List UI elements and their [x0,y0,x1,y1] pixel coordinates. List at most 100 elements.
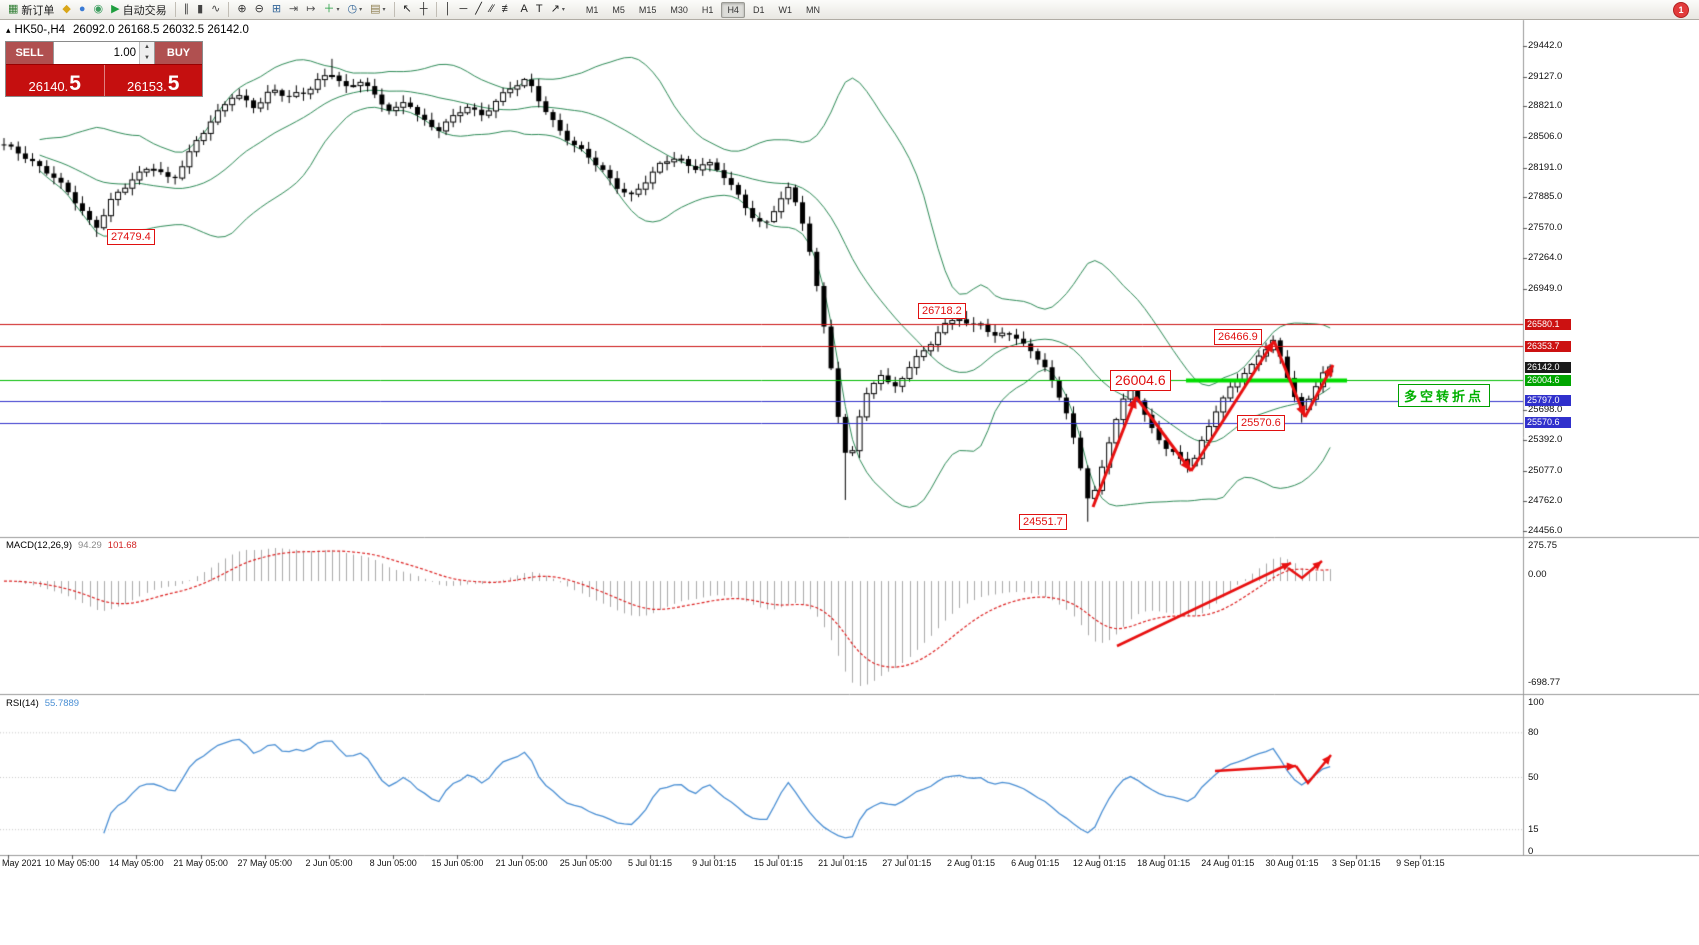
data-window-icon[interactable]: ● [76,1,89,18]
autotrading-button-glyph: ▶ [111,3,120,15]
sell-button[interactable]: SELL [6,42,53,64]
price-annotation[interactable]: 26466.9 [1214,329,1262,345]
crosshair-tool[interactable]: ┼ [417,1,431,18]
turning-point-label[interactable]: 多空转折点 [1398,384,1491,407]
text-label-tool[interactable]: T [533,1,546,18]
time-axis-label: 2 Aug 01:15 [946,858,996,868]
periods-menu-glyph: ◷ [347,3,358,15]
timeframe-h4[interactable]: H4 [721,1,745,18]
price-annotation[interactable]: 26004.6 [1110,370,1171,391]
macd-indicator-label: MACD(12,26,9) 94.29 101.68 [6,540,137,551]
time-axis-label: 25 Jun 05:00 [559,858,612,868]
macd-scale-label: 0.00 [1528,569,1547,580]
fibonacci-tool-glyph: ≢ [501,3,513,15]
price-annotation[interactable]: 26718.2 [918,303,966,319]
rsi-value: 55.7889 [44,698,80,709]
arrows-tool-glyph: ↗ [550,3,560,15]
time-axis-label: 15 Jun 05:00 [431,858,484,868]
chart-shift-icon[interactable]: ↦ [303,1,318,18]
time-axis-label: 6 Aug 01:15 [1011,858,1060,868]
crosshair-tool-glyph: ┼ [419,3,428,15]
price-annotation[interactable]: 25570.6 [1237,415,1285,431]
templates-menu-dropdown-icon: ▾ [382,7,386,13]
sell-price[interactable]: 26140. 5 [6,65,104,96]
volume-up-button[interactable]: ▲ [140,42,154,53]
price-scale-tick: 25698.0 [1528,404,1563,416]
time-axis-label: 14 May 05:00 [109,858,164,868]
buy-button[interactable]: BUY [155,42,202,64]
new-order-button[interactable]: ▦ 新订单 [5,1,57,18]
price-scale-tick: 27885.0 [1528,191,1563,203]
vertical-line-tool[interactable]: │ [442,1,455,18]
volume-control: ▲ ▼ [53,42,155,64]
timeframe-m15[interactable]: M15 [638,4,657,15]
trendline-tool[interactable]: ╱ [472,1,485,18]
zoom-in-icon-glyph: ⊕ [237,3,247,15]
navigator-icon[interactable]: ◉ [91,1,107,18]
time-axis-label: 30 Aug 01:15 [1265,858,1319,868]
timeframe-h1[interactable]: H1 [701,4,714,15]
candlestick-chart-icon[interactable]: ▮ [194,1,206,18]
price-scale-tick: 24762.0 [1528,495,1563,507]
cursor-tool[interactable]: ↖ [400,1,415,18]
rsi-scale-label: 100 [1528,697,1544,708]
chart-window-icon: ▴ [6,25,11,35]
time-axis-label: 5 Jul 01:15 [627,858,673,868]
price-scale-tick: 29442.0 [1528,40,1563,51]
volume-down-button[interactable]: ▼ [140,53,154,64]
autotrading-button[interactable]: ▶ 自动交易 [108,1,169,18]
channel-tool[interactable]: ∕∕ [487,1,497,18]
ohlc-values: 26092.0 26168.5 26032.5 26142.0 [73,24,249,36]
buy-price-main: 26153. [127,79,167,94]
time-axis-label: 2 Jun 05:00 [305,858,353,868]
line-chart-icon[interactable]: ∿ [208,1,223,18]
price-annotation[interactable]: 27479.4 [107,229,155,245]
zoom-in-icon[interactable]: ⊕ [234,1,249,18]
zoom-out-icon[interactable]: ⊖ [252,1,267,18]
navigator-icon-glyph: ◉ [93,3,104,15]
notification-badge[interactable]: 1 [1673,1,1689,18]
price-annotation[interactable]: 24551.7 [1019,514,1067,530]
timeframe-mn[interactable]: MN [805,4,820,15]
indicators-menu[interactable]: ＋ ▾ [320,1,342,18]
bar-chart-icon-glyph: ∥ [183,3,190,15]
templates-menu[interactable]: ▤ ▾ [367,1,388,18]
auto-scroll-icon-glyph: ⇥ [289,3,299,15]
price-scale-tick: 28506.0 [1528,131,1563,143]
tile-windows-icon[interactable]: ⊞ [269,1,284,18]
time-axis-label: 15 Jul 01:15 [753,858,803,868]
macd-name: MACD(12,26,9) [6,540,72,551]
time-axis-label: 9 Sep 01:15 [1396,858,1445,868]
time-axis-label: May 2021 [2,858,42,868]
horizontal-line-tool[interactable]: ─ [456,1,470,18]
price-scale-tick: 25077.0 [1528,464,1563,476]
price-scale-label: 25570.6 [1525,417,1571,429]
price-scale-label: 26004.6 [1525,374,1571,386]
text-tool[interactable]: A [518,1,531,18]
market-watch-icon[interactable]: ◆ [59,1,73,18]
indicators-menu-dropdown-icon: ▾ [336,7,340,13]
bar-chart-icon[interactable]: ∥ [181,1,193,18]
timeframe-m30[interactable]: M30 [670,4,688,15]
autotrading-button-label: 自动交易 [122,4,167,17]
chart-shift-icon-glyph: ↦ [306,3,316,15]
time-axis-label: 21 Jul 01:15 [818,858,868,868]
zoom-out-icon-glyph: ⊖ [254,3,264,15]
new-order-button-glyph: ▦ [8,3,19,15]
periods-menu[interactable]: ◷ ▾ [345,1,366,18]
timeframe-m1[interactable]: M1 [585,4,599,15]
timeframe-w1[interactable]: W1 [778,4,792,15]
toolbar-separator [174,2,176,17]
price-scale-label: 25797.0 [1525,395,1571,407]
chart-caption: ▴ HK50-,H4 26092.0 26168.5 26032.5 26142.0 [6,24,249,36]
fibonacci-tool[interactable]: ≢ [499,1,516,18]
data-window-icon-glyph: ● [78,3,86,15]
templates-menu-glyph: ▤ [370,3,381,15]
arrows-tool[interactable]: ↗ ▾ [548,1,568,18]
timeframe-m5[interactable]: M5 [612,4,625,15]
timeframe-d1[interactable]: D1 [752,4,765,15]
volume-input[interactable] [54,42,139,64]
buy-price[interactable]: 26153. 5 [103,65,202,96]
auto-scroll-icon[interactable]: ⇥ [286,1,301,18]
